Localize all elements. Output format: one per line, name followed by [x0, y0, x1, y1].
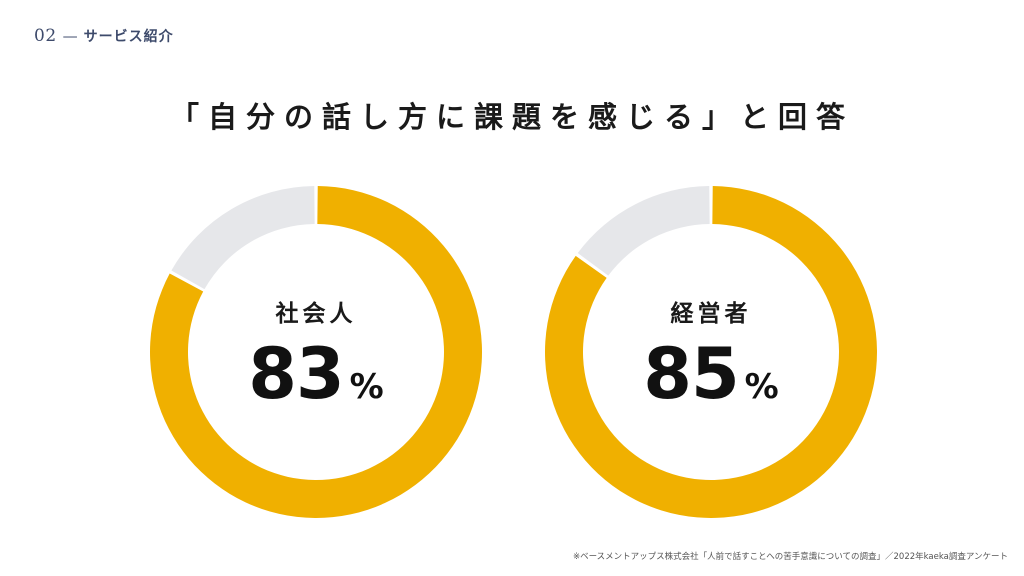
donut-slice-remainder: [577, 186, 710, 276]
donut-value-unit: %: [349, 367, 384, 407]
section-header: 02 — サービス紹介: [34, 26, 174, 46]
donut-category-label: 経営者: [670, 301, 752, 327]
donut-value-number: 85: [643, 333, 739, 415]
donut-chart-keieisha: 経営者 85%: [545, 186, 877, 518]
donut-slice-remainder: [171, 186, 315, 290]
section-number: 02: [34, 26, 57, 46]
source-note: ※ベースメントアップス株式会社「人前で話すことへの苦手意識についての調査」／20…: [572, 552, 1008, 562]
section-name: サービス紹介: [83, 29, 174, 45]
donut-value-label: 83%: [150, 333, 482, 415]
donut-value-unit: %: [744, 367, 779, 407]
donut-value-label: 85%: [545, 333, 877, 415]
donut-category-label: 社会人: [275, 301, 357, 327]
donut-value-number: 83: [248, 333, 344, 415]
donut-chart-shakaijin: 社会人 83%: [150, 186, 482, 518]
slide-title: 「自分の話し方に課題を感じる」と回答: [169, 100, 854, 134]
donut-chart-svg: [150, 186, 482, 518]
section-separator: —: [62, 27, 78, 45]
donut-chart-svg: [545, 186, 877, 518]
